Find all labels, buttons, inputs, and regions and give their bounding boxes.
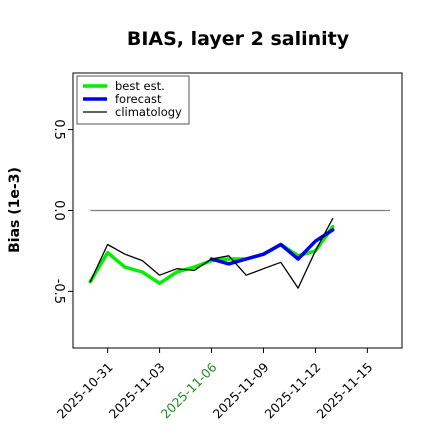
legend-label: climatology	[115, 105, 182, 119]
series-lines	[88, 217, 335, 289]
series-line-climatology	[89, 217, 334, 289]
y-axis-label: Bias (1e-3)	[7, 167, 23, 253]
y-tick-label: 0.5	[51, 119, 66, 140]
x-tick-label: 2025-11-15	[314, 360, 376, 422]
y-tick-label: -0.5	[51, 279, 66, 304]
legend-label: best est.	[115, 79, 165, 93]
series-line-forecast	[209, 228, 335, 266]
legend-label: forecast	[115, 92, 162, 106]
y-tick-label: 0.0	[51, 200, 66, 221]
chart-title: BIAS, layer 2 salinity	[127, 28, 350, 50]
